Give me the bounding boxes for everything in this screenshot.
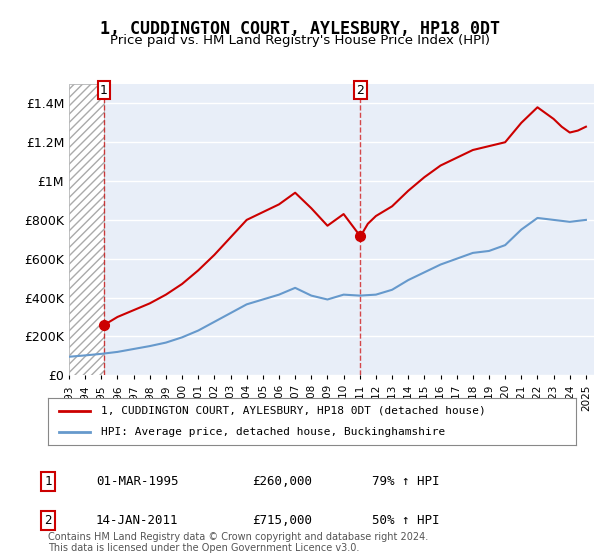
Text: 1, CUDDINGTON COURT, AYLESBURY, HP18 0DT: 1, CUDDINGTON COURT, AYLESBURY, HP18 0DT — [100, 20, 500, 38]
Text: 50% ↑ HPI: 50% ↑ HPI — [372, 514, 439, 528]
Text: 14-JAN-2011: 14-JAN-2011 — [96, 514, 179, 528]
Text: £715,000: £715,000 — [252, 514, 312, 528]
Text: 01-MAR-1995: 01-MAR-1995 — [96, 475, 179, 488]
Text: 1, CUDDINGTON COURT, AYLESBURY, HP18 0DT (detached house): 1, CUDDINGTON COURT, AYLESBURY, HP18 0DT… — [101, 406, 485, 416]
Text: 2: 2 — [44, 514, 52, 528]
Bar — [69, 84, 104, 375]
Text: 1: 1 — [44, 475, 52, 488]
Text: Contains HM Land Registry data © Crown copyright and database right 2024.
This d: Contains HM Land Registry data © Crown c… — [48, 531, 428, 553]
Text: 2: 2 — [356, 84, 364, 97]
Text: HPI: Average price, detached house, Buckinghamshire: HPI: Average price, detached house, Buck… — [101, 427, 445, 437]
Text: 1: 1 — [100, 84, 108, 97]
Text: 79% ↑ HPI: 79% ↑ HPI — [372, 475, 439, 488]
Text: Price paid vs. HM Land Registry's House Price Index (HPI): Price paid vs. HM Land Registry's House … — [110, 34, 490, 46]
Text: £260,000: £260,000 — [252, 475, 312, 488]
